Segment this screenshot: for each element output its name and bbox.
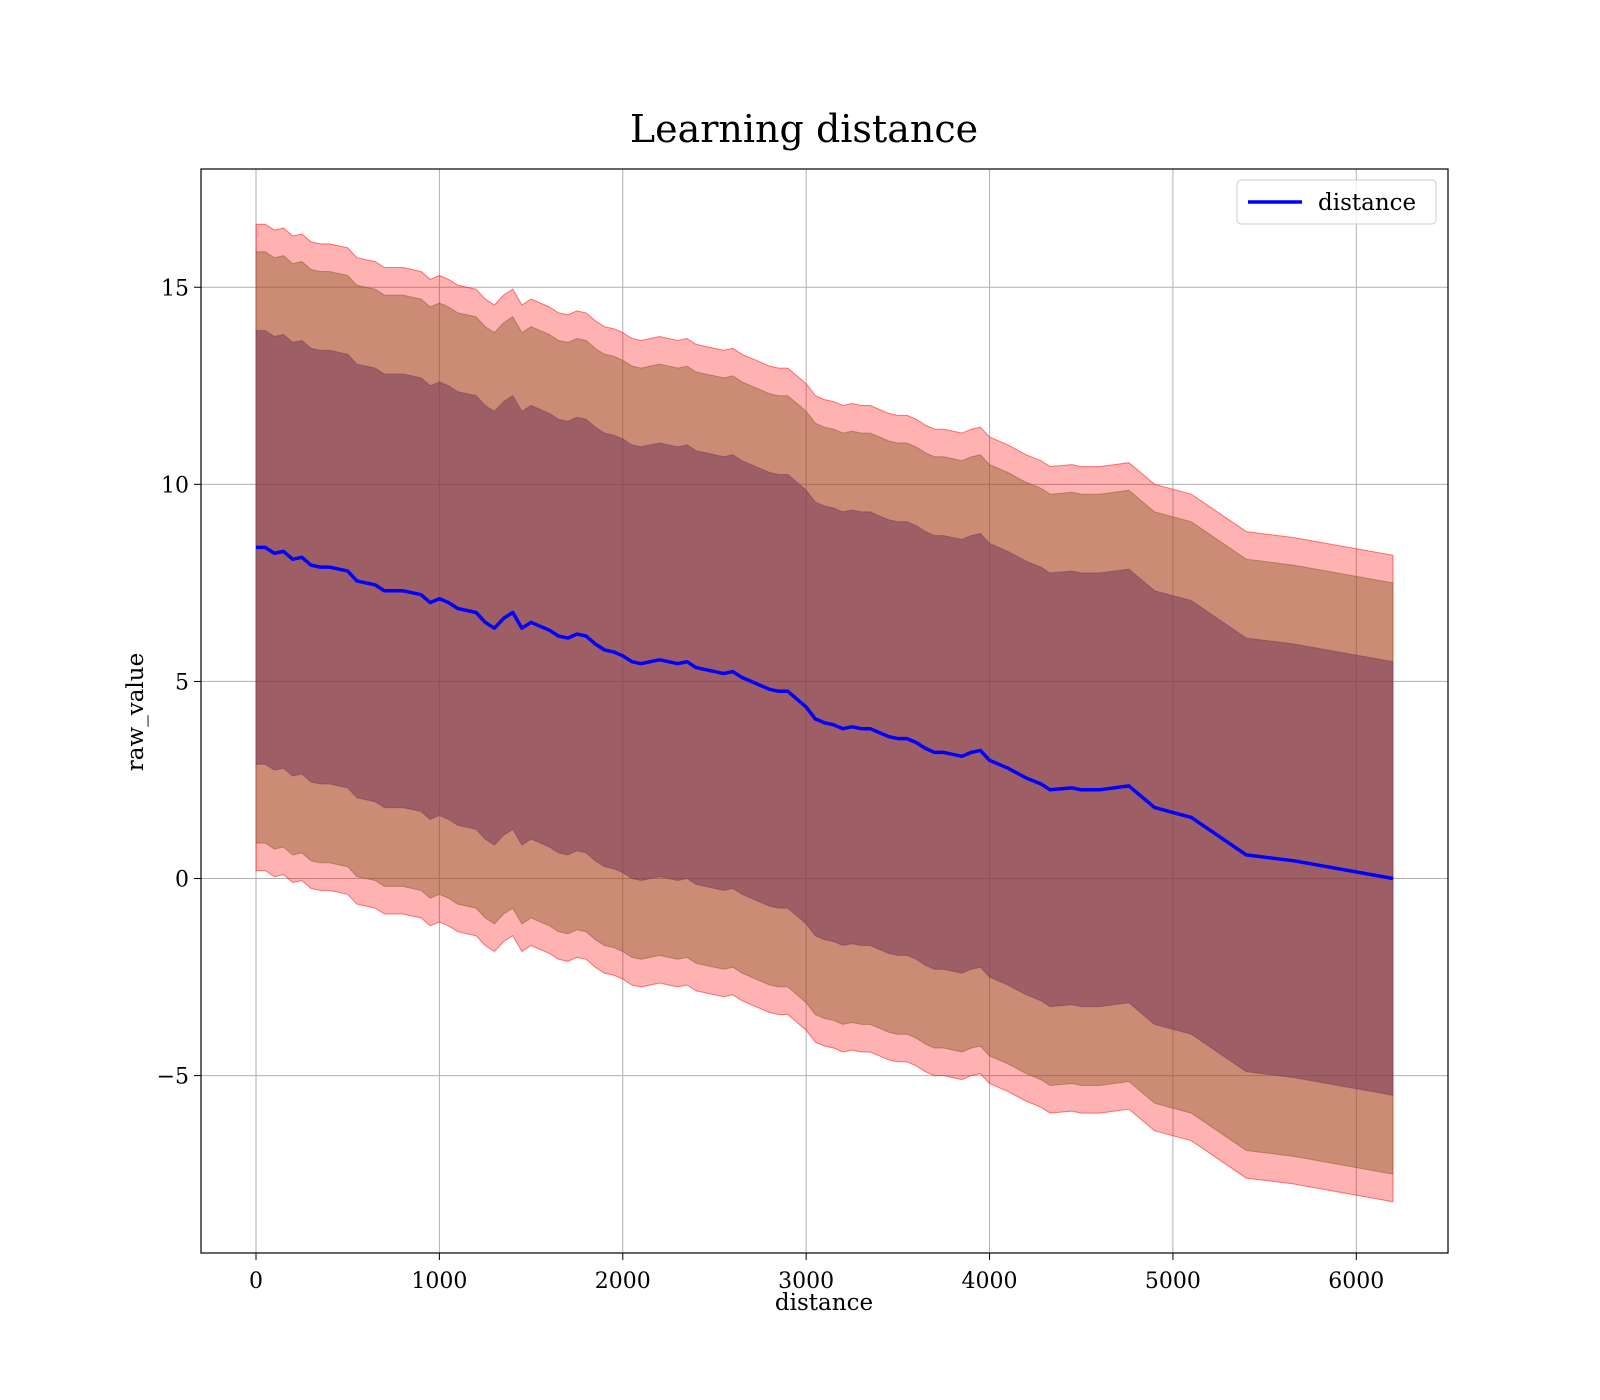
- x-tick-label: 3000: [778, 1269, 834, 1294]
- x-tick-label: 4000: [962, 1269, 1018, 1294]
- x-tick-label: 2000: [595, 1269, 651, 1294]
- y-axis-label: raw_value: [123, 653, 149, 771]
- legend-box: [1236, 179, 1437, 225]
- series-line-distance: [256, 545, 1394, 881]
- y-tick-label: 0: [175, 868, 189, 893]
- y-tick-label: 5: [175, 670, 189, 695]
- lines: [256, 545, 1394, 881]
- x-axis-label: distance: [775, 1290, 873, 1316]
- chart-title: Learning distance: [630, 107, 978, 151]
- y-tick-label: 15: [161, 276, 189, 301]
- y-tick-label: −5: [157, 1065, 189, 1090]
- x-tick-label: 0: [249, 1269, 263, 1294]
- bands: [255, 223, 1394, 1203]
- y-axis-ticks: −5 0 5 10 15: [157, 276, 201, 1090]
- plot-frame: [200, 168, 1449, 1254]
- legend-entry-distance: distance: [1318, 190, 1416, 216]
- x-axis-ticks: 0 1000 2000 3000 4000 5000 6000: [249, 1253, 1384, 1294]
- y-tick-label: 10: [161, 473, 189, 498]
- x-tick-label: 6000: [1328, 1269, 1384, 1294]
- x-tick-label: 5000: [1145, 1269, 1201, 1294]
- x-tick-label: 1000: [411, 1269, 467, 1294]
- legend: distance: [1236, 179, 1437, 225]
- inner-band: [255, 330, 1394, 1096]
